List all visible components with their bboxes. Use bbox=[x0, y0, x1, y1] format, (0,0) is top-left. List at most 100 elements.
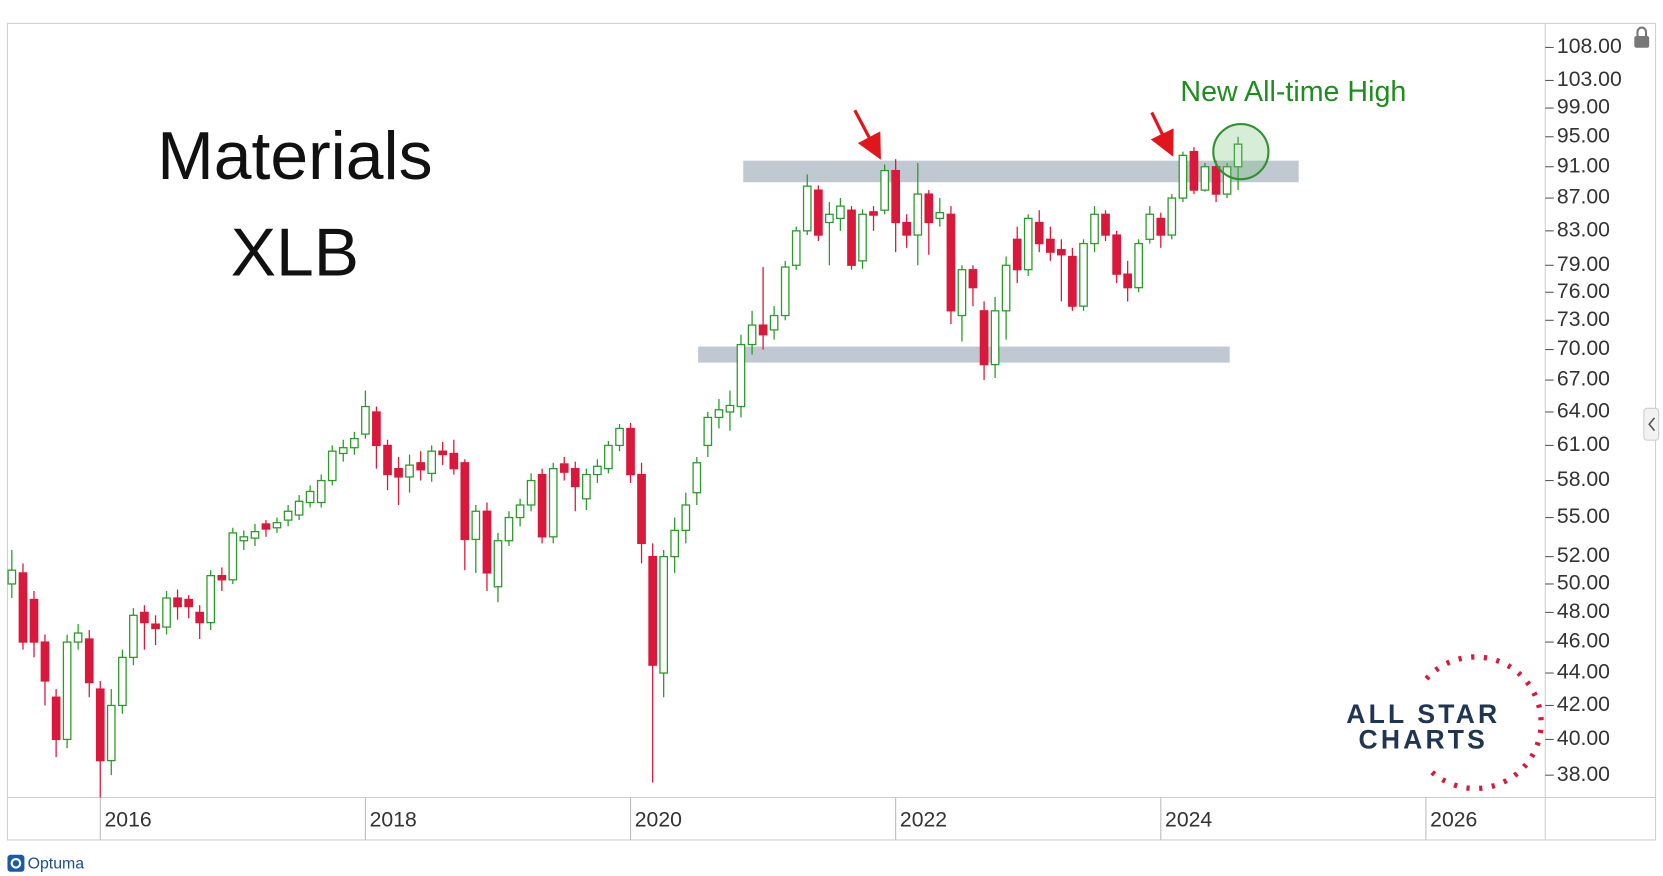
candle-body bbox=[537, 473, 547, 538]
candle-body bbox=[593, 465, 602, 476]
candle-body bbox=[1167, 197, 1177, 236]
y-tick-label: 40.00 bbox=[1557, 727, 1610, 750]
candle-body bbox=[383, 444, 392, 476]
candle-body bbox=[1079, 242, 1088, 307]
candle-body bbox=[305, 490, 315, 504]
candle-body bbox=[1233, 143, 1243, 168]
candle-body bbox=[151, 623, 160, 630]
y-tick-label: 38.00 bbox=[1557, 763, 1610, 786]
candle-body bbox=[924, 193, 934, 224]
y-tick-label: 42.00 bbox=[1557, 693, 1610, 716]
y-tick-label: 91.00 bbox=[1557, 154, 1610, 177]
candle-body bbox=[129, 614, 138, 659]
candle-body bbox=[460, 462, 470, 541]
y-tick-label: 52.00 bbox=[1557, 544, 1610, 567]
candle-body bbox=[1034, 221, 1044, 245]
y-tick-label: 44.00 bbox=[1557, 661, 1610, 684]
candle-body bbox=[957, 269, 967, 317]
candle-body bbox=[449, 452, 459, 470]
candle-body bbox=[1222, 166, 1232, 195]
collapse-button[interactable] bbox=[1643, 407, 1660, 441]
candle-body bbox=[946, 213, 956, 312]
candle-body bbox=[95, 688, 105, 762]
candle-body bbox=[372, 411, 381, 447]
candle-body bbox=[1211, 166, 1221, 195]
y-tick-label: 46.00 bbox=[1557, 630, 1610, 653]
candle-body bbox=[548, 468, 558, 538]
candle-body bbox=[1189, 150, 1199, 191]
highlight-circle bbox=[1212, 123, 1270, 181]
y-tick-label: 55.00 bbox=[1557, 505, 1610, 528]
candle-body bbox=[891, 169, 901, 224]
candle-body bbox=[217, 575, 227, 581]
candle-body bbox=[902, 221, 912, 236]
candle-body bbox=[18, 572, 28, 643]
x-tick-label: 2020 bbox=[635, 808, 682, 831]
candle-body bbox=[747, 324, 757, 346]
candle-body bbox=[272, 522, 282, 529]
candle-body bbox=[648, 556, 658, 666]
candle-body bbox=[847, 209, 856, 266]
candle-body bbox=[869, 211, 878, 216]
candle-body bbox=[802, 185, 812, 232]
candle-body bbox=[1012, 238, 1022, 271]
candle-body bbox=[1001, 264, 1011, 312]
x-tick-label: 2022 bbox=[900, 808, 947, 831]
candle-body bbox=[62, 641, 72, 741]
candle-body bbox=[681, 504, 691, 531]
candle-body bbox=[438, 450, 448, 456]
candle-body bbox=[1134, 242, 1144, 289]
candle-body bbox=[725, 404, 735, 413]
candle-body bbox=[615, 427, 624, 447]
candle-body bbox=[780, 266, 790, 317]
x-tick-label: 2026 bbox=[1430, 808, 1477, 831]
candle-body bbox=[1200, 166, 1210, 191]
candle-body bbox=[769, 314, 779, 331]
candle-body bbox=[1145, 213, 1155, 240]
candle-body bbox=[1023, 217, 1033, 271]
candle-body bbox=[814, 189, 823, 236]
candle-body bbox=[327, 450, 337, 482]
x-tick-label: 2016 bbox=[105, 808, 152, 831]
candle-body bbox=[405, 464, 414, 478]
x-tick-label: 2024 bbox=[1165, 808, 1212, 831]
y-tick-label: 61.00 bbox=[1557, 433, 1610, 456]
candle-body bbox=[659, 556, 669, 674]
arrow bbox=[1150, 111, 1174, 157]
candle-body bbox=[239, 536, 249, 542]
candle-body bbox=[1068, 255, 1077, 307]
candle-body bbox=[7, 569, 17, 585]
candle-body bbox=[825, 213, 834, 224]
candle-body bbox=[990, 310, 1000, 366]
candle-body bbox=[394, 468, 403, 478]
x-tick-label: 2018 bbox=[370, 808, 417, 831]
candle-body bbox=[118, 656, 127, 707]
candle-body bbox=[471, 510, 481, 541]
candle-body bbox=[968, 269, 978, 289]
candle-body bbox=[29, 598, 39, 643]
candle-body bbox=[184, 598, 194, 608]
candle-body bbox=[228, 532, 238, 581]
candle-body bbox=[140, 611, 149, 624]
footer-text: Optuma bbox=[28, 856, 85, 873]
candle-body bbox=[361, 405, 370, 435]
candle-body bbox=[1123, 273, 1133, 289]
watermark-text: ALL STAR bbox=[1346, 699, 1500, 729]
y-tick-label: 73.00 bbox=[1557, 308, 1610, 331]
lock-icon[interactable] bbox=[1634, 26, 1650, 48]
candle-body bbox=[283, 510, 293, 521]
y-tick-label: 50.00 bbox=[1557, 572, 1610, 595]
candle-body bbox=[1057, 248, 1066, 256]
candle-body bbox=[626, 427, 635, 476]
candle-body bbox=[1156, 217, 1166, 236]
y-tick-label: 103.00 bbox=[1557, 68, 1622, 91]
candle-body bbox=[559, 463, 569, 473]
watermark-logo: ALL STAR CHARTS bbox=[1346, 654, 1544, 792]
candle-body bbox=[1178, 154, 1188, 199]
footer-logo: Optuma bbox=[7, 854, 85, 873]
candle-body bbox=[206, 575, 216, 624]
candle-body bbox=[1101, 213, 1110, 236]
candles bbox=[7, 136, 1243, 798]
